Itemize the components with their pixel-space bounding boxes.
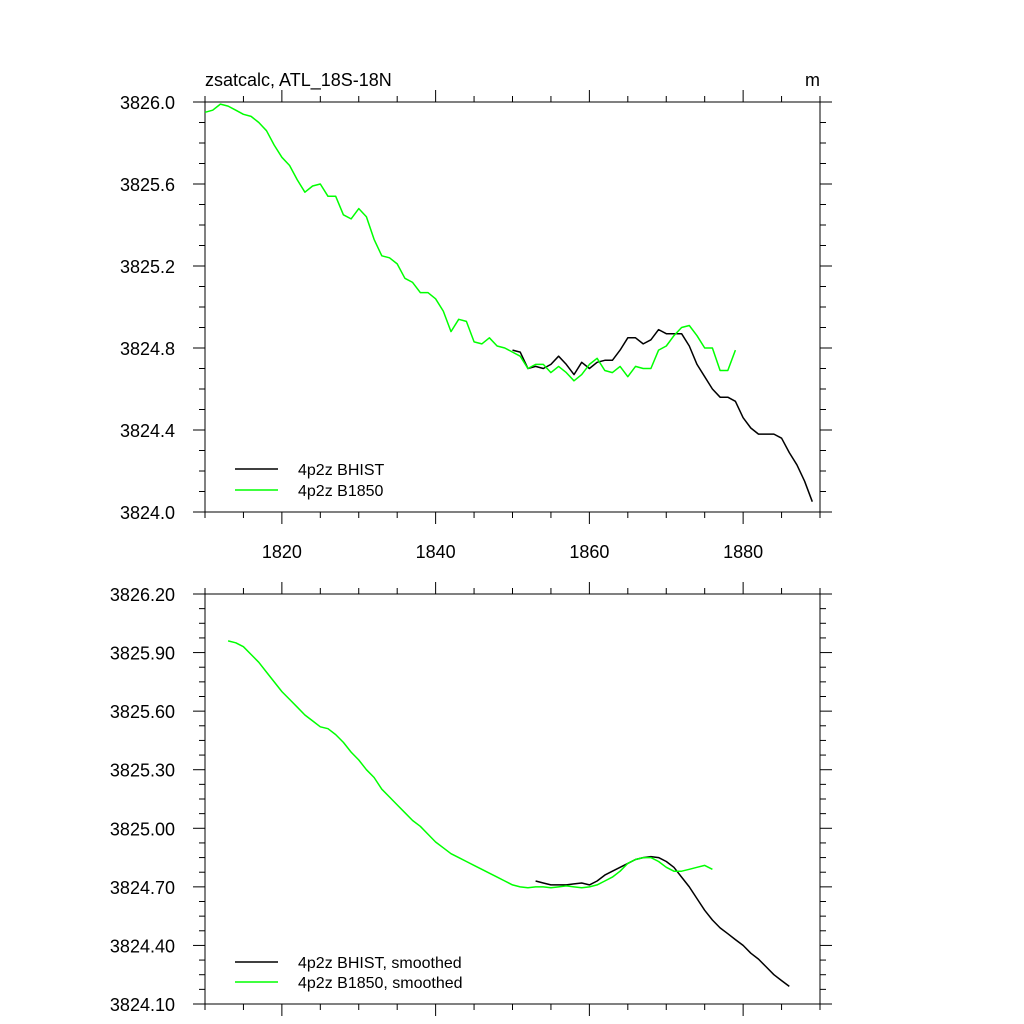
top-y-tick-label: 3824.4	[120, 421, 175, 441]
bottom-plot-frame	[204, 593, 821, 1005]
top-series-lines	[204, 103, 814, 502]
top-chart-title: zsatcalc, ATL_18S-18N	[205, 70, 392, 91]
top-series-line-bhist	[512, 328, 814, 502]
top-y-tick-label: 3825.6	[120, 175, 175, 195]
bottom-y-tick-label: 3825.30	[110, 761, 175, 781]
top-y-tick-label: 3825.2	[120, 257, 175, 277]
bottom-legend: 4p2z BHIST, smoothed 4p2z B1850, smoothed	[235, 955, 463, 992]
bottom-series-lines	[227, 640, 790, 987]
top-x-tick-label: 1820	[262, 542, 302, 562]
bottom-axis-ticks: 3824.10 3824.40 3824.70 3825.00 3825.30 3825.…	[110, 582, 832, 1016]
bottom-legend-label: 4p2z BHIST, smoothed	[298, 955, 462, 972]
top-x-tick-label: 1840	[416, 542, 456, 562]
bottom-y-tick-label: 3826.20	[110, 585, 175, 605]
bottom-panel: 3824.10 3824.40 3824.70 3825.00 3825.30 3825.…	[110, 582, 832, 1016]
top-y-tick-label: 3824.8	[120, 339, 175, 359]
bottom-y-tick-label: 3824.40	[110, 936, 175, 956]
top-legend: 4p2z BHIST 4p2z B1850	[235, 462, 384, 500]
bottom-y-tick-label: 3825.00	[110, 819, 175, 839]
bottom-legend-label: 4p2z B1850, smoothed	[298, 975, 463, 992]
bottom-series-line-b1850	[227, 640, 713, 889]
top-series-line-b1850	[204, 103, 737, 382]
top-plot-frame	[204, 101, 821, 513]
bottom-y-tick-label: 3825.60	[110, 702, 175, 722]
top-legend-label: 4p2z BHIST	[298, 462, 384, 479]
top-chart-units: m	[805, 70, 820, 90]
bottom-series-line-bhist	[535, 855, 790, 987]
top-legend-label: 4p2z B1850	[298, 483, 384, 500]
top-x-tick-label: 1880	[723, 542, 763, 562]
top-axis-ticks: 1820 1840 1860 1880 3824.0 3824.4 3824.8 3825.2…	[120, 90, 832, 562]
top-panel: zsatcalc, ATL_18S-18N m 1820 1840 1860 1880…	[120, 70, 832, 562]
top-x-tick-label: 1860	[569, 542, 609, 562]
top-y-tick-label: 3826.0	[120, 93, 175, 113]
bottom-y-tick-label: 3824.70	[110, 878, 175, 898]
bottom-y-tick-label: 3825.90	[110, 644, 175, 664]
top-y-tick-label: 3824.0	[120, 503, 175, 523]
bottom-y-tick-label: 3824.10	[110, 995, 175, 1015]
